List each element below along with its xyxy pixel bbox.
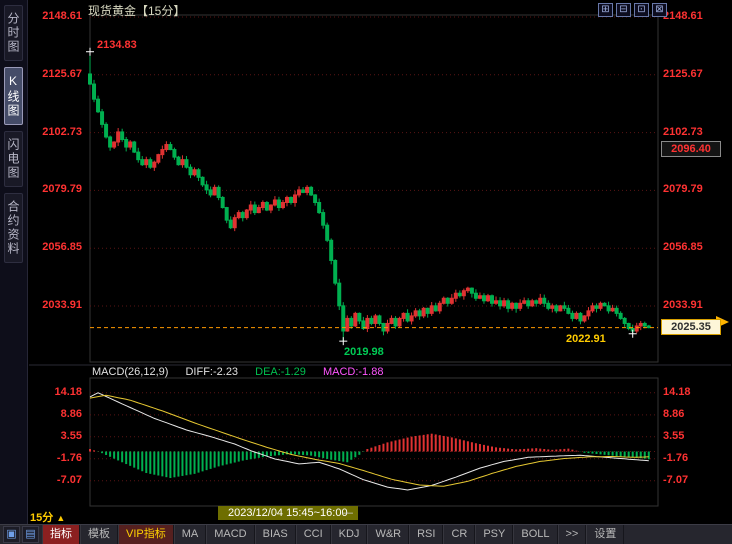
prev-settle-price-box: 2096.40: [661, 141, 721, 157]
macd-axis-label-right: 14.18: [663, 385, 691, 398]
price-axis-label-right: 2079.79: [663, 183, 703, 196]
low-marker-icon: [339, 337, 348, 346]
recent-low-marker-icon: [628, 329, 637, 338]
footer-tab-more[interactable]: >>: [557, 525, 587, 544]
diff-line: [89, 392, 649, 491]
price-axis-label-right: 2125.67: [663, 67, 703, 80]
chart-title: 现货黄金【15分】: [88, 4, 186, 18]
macd-axis-label-right: 3.55: [663, 429, 685, 442]
macd-histogram: [89, 433, 650, 478]
macd-params-label: MACD(26,12,9): [92, 366, 169, 378]
price-axis-label-right: 2056.85: [663, 241, 703, 254]
current-price-box: 2025.35: [661, 319, 721, 335]
footer-tab-cci[interactable]: CCI: [295, 525, 331, 544]
macd-axis-label-right: -1.76: [663, 451, 689, 464]
price-axis-label-right: 2102.73: [663, 125, 703, 138]
time-axis-label: 2023/12/04 15:45~16:00: [218, 506, 358, 520]
dea-line: [89, 394, 649, 487]
footer-tab-vip-indicator[interactable]: VIP指标: [118, 525, 174, 544]
price-axis-label-left: 2033.91: [42, 299, 82, 312]
high-marker-icon: [86, 47, 94, 56]
footer-tab-macd[interactable]: MACD: [206, 525, 255, 544]
price-axis-label-right: 2033.91: [663, 299, 703, 312]
footer-tab-psy[interactable]: PSY: [475, 525, 514, 544]
sidebar-tab-contract-info[interactable]: 合约资料: [4, 193, 23, 263]
footer-tabs: 指标 模板 VIP指标 MA MACD BIAS CCI KDJ W&R RSI CR PSY BOLL…: [42, 525, 625, 544]
macd-axis-label-left: 14.18: [54, 385, 82, 398]
price-axis-label-left: 2056.85: [42, 241, 82, 254]
macd-axis-label-left: -7.07: [56, 473, 82, 486]
price-axis-label-left: 2125.67: [42, 67, 82, 80]
footer-tab-kdj[interactable]: KDJ: [330, 525, 368, 544]
macd-axis-label-right: 8.86: [663, 407, 685, 420]
chart-type-sidebar: 分时图 K线图闪电图合约资料: [0, 0, 28, 524]
macd-axis-label-left: -1.76: [56, 451, 82, 464]
macd-diff-value: DIFF:-2.23: [185, 366, 239, 378]
macd-axis-label-left: 3.55: [60, 429, 82, 442]
candlestick-series: [88, 51, 651, 342]
price-axis-label-left: 2148.61: [42, 10, 82, 22]
panel-icon[interactable]: ▤: [22, 526, 39, 543]
macd-dea-value: DEA:-1.29: [255, 366, 306, 378]
footer-tab-template[interactable]: 模板: [80, 525, 118, 544]
time-axis-dash: —: [342, 507, 353, 519]
footer-icons: ▣ ▤: [0, 525, 42, 544]
footer-tab-bias[interactable]: BIAS: [254, 525, 296, 544]
layout-single-icon[interactable]: ⊡: [634, 3, 649, 17]
layout-grid-icon[interactable]: ⊞: [598, 3, 613, 17]
layout-hsplit-icon[interactable]: ⊟: [616, 3, 631, 17]
sidebar-tab-flash-chart[interactable]: 闪电图: [4, 131, 23, 187]
timeframe-selector[interactable]: 15分 ▲: [30, 509, 65, 525]
macd-macd-value: MACD:-1.88: [322, 366, 384, 378]
low-price-annotation: 2019.98: [344, 346, 384, 358]
footer-tab-cr[interactable]: CR: [443, 525, 476, 544]
high-price-annotation: 2134.83: [97, 39, 137, 51]
price-axis-label-left: 2102.73: [42, 125, 82, 138]
footer-tab-settings[interactable]: 设置: [586, 525, 625, 544]
price-axis-label-left: 2079.79: [42, 183, 82, 196]
price-panel-frame: [89, 14, 659, 363]
sidebar-tab-time-chart[interactable]: 分时图: [4, 5, 23, 61]
timeframe-label: 15分: [30, 512, 54, 524]
price-axis-label-right: 2148.61: [663, 10, 703, 22]
footer-tab-wr[interactable]: W&R: [367, 525, 410, 544]
macd-header: MACD(26,12,9) DIFF:-2.23 DEA:-1.29 MACD:…: [92, 366, 397, 378]
layout-toolbar: ⊞ ⊟ ⊡ ⊠: [598, 3, 667, 17]
timeframe-arrow-icon: ▲: [56, 513, 66, 523]
indicator-toolbar: ▣ ▤ 指标 模板 VIP指标 MA MACD BIAS CCI KDJ W&R RSI CR PSY B…: [0, 524, 732, 544]
window-icon[interactable]: ▣: [3, 526, 20, 543]
recent-low-annotation: 2022.91: [566, 333, 606, 345]
footer-tab-boll[interactable]: BOLL: [513, 525, 558, 544]
footer-tab-ma[interactable]: MA: [173, 525, 207, 544]
macd-axis-label-left: 8.86: [60, 407, 82, 420]
sidebar-tab-kline-chart[interactable]: K线图: [4, 67, 23, 125]
macd-panel-frame: [89, 377, 659, 507]
footer-tab-rsi[interactable]: RSI: [409, 525, 444, 544]
layout-close-icon[interactable]: ⊠: [652, 3, 667, 17]
macd-axis-label-right: -7.07: [663, 473, 689, 486]
footer-tab-indicator[interactable]: 指标: [42, 525, 80, 544]
